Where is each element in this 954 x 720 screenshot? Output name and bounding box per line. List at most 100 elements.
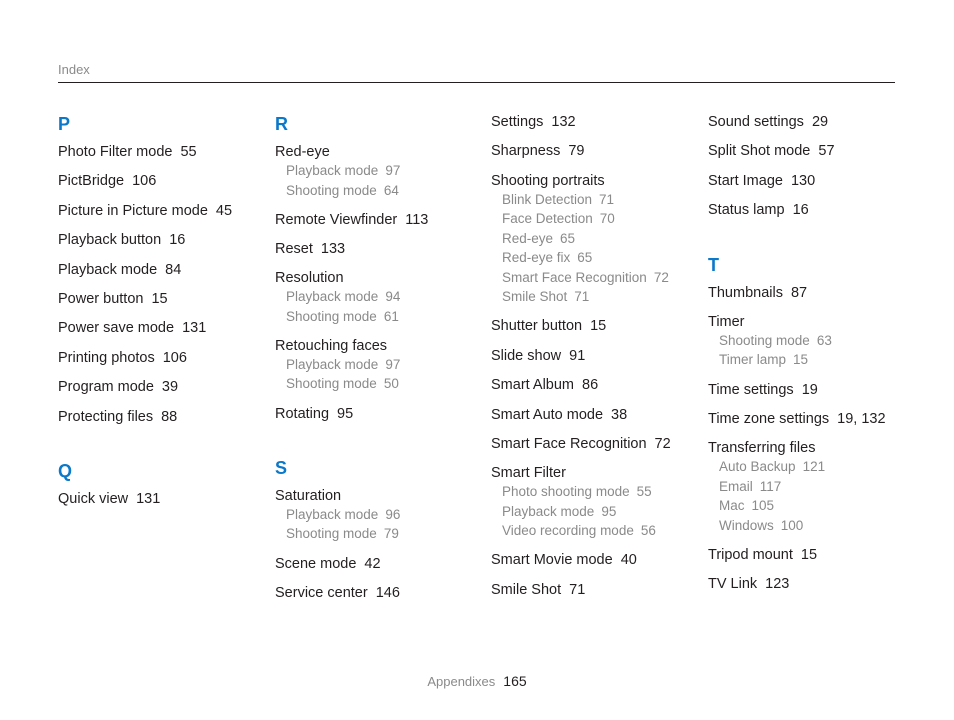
index-entry-main: Shooting portraits <box>491 172 701 190</box>
index-column-3: Settings 132 Sharpness 79 Shooting portraits… <box>491 113 701 610</box>
index-entry-main: Playback button 16 <box>58 231 268 249</box>
index-entry-main: Resolution <box>275 269 485 287</box>
index-subentry: Playback mode 97 <box>275 355 485 375</box>
index-subentry-label: Smile Shot <box>502 289 568 305</box>
index-entry-main: Slide show 91 <box>491 347 701 365</box>
index-entry: Playback button 16 <box>58 231 268 249</box>
index-entry-label: Time zone settings <box>708 410 830 427</box>
index-entry-pages: 40 <box>620 552 637 569</box>
index-entry-pages: 39 <box>161 379 179 396</box>
index-subentry: Playback mode 96 <box>275 505 485 525</box>
index-entry-main: Red-eye <box>275 143 485 161</box>
index-entry: Rotating 95 <box>275 405 485 423</box>
index-entry-label: Playback button <box>58 232 162 249</box>
index-entry-main: Smart Album 86 <box>491 376 701 394</box>
index-entry-pages: 95 <box>337 405 354 422</box>
index-entry-pages: 79 <box>568 143 585 160</box>
index-subentry-pages: 56 <box>640 523 656 539</box>
index-entry-label: Transferring files <box>708 440 816 457</box>
index-entry: TV Link 123 <box>708 575 918 593</box>
index-entry: Remote Viewfinder 113 <box>275 211 485 229</box>
index-subentry-label: Timer lamp <box>719 352 787 368</box>
index-entry-main: Sound settings 29 <box>708 113 918 131</box>
index-entry-label: Saturation <box>275 487 342 504</box>
index-subentry: Face Detection 70 <box>491 209 701 229</box>
index-entry-label: Start Image <box>708 172 783 189</box>
index-entry-main: Program mode 39 <box>58 378 268 396</box>
index-subentry: Shooting mode 64 <box>275 181 485 201</box>
index-entry: Program mode 39 <box>58 378 268 396</box>
index-subentry-label: Auto Backup <box>719 459 796 475</box>
index-entry-label: Sound settings <box>708 114 804 130</box>
index-subentry-label: Shooting mode <box>286 376 377 392</box>
index-entry-main: Saturation <box>275 487 485 505</box>
index-column-2: R Red-eye Playback mode 97 Shooting mode 64 Re… <box>275 113 485 613</box>
index-entry-label: Shooting portraits <box>491 172 605 189</box>
index-entry-label: Time settings <box>708 381 794 398</box>
index-entry-label: Remote Viewfinder <box>275 211 398 228</box>
index-subentry-label: Shooting mode <box>286 526 377 542</box>
index-entry-pages: 15 <box>800 546 818 563</box>
index-entry-pages: 106 <box>132 173 157 190</box>
index-subentry-label: Playback mode <box>286 506 379 522</box>
index-letter-heading: P <box>58 114 71 134</box>
index-entry-main: Protecting files 88 <box>58 408 268 426</box>
index-entry: Red-eye Playback mode 97 Shooting mode 64 <box>275 143 485 200</box>
index-entry-main: Smart Auto mode 38 <box>491 406 701 424</box>
index-subentry-label: Shooting mode <box>286 182 377 198</box>
index-entry-main: Smart Movie mode 40 <box>491 551 701 569</box>
index-letter-heading: Q <box>58 460 73 481</box>
index-entry-main: Sharpness 79 <box>491 142 701 160</box>
index-entry: Scene mode 42 <box>275 555 485 573</box>
index-subentry-label: Playback mode <box>286 356 379 372</box>
index-entry-main: Start Image 130 <box>708 172 918 190</box>
index-entry-main: Photo Filter mode 55 <box>58 143 268 161</box>
index-subentry: Red-eye 65 <box>491 229 701 249</box>
index-subentry: Blink Detection 71 <box>491 190 701 210</box>
index-entry: Settings 132 <box>491 113 701 131</box>
index-entry: Reset 133 <box>275 240 485 258</box>
index-entry-label: Slide show <box>491 347 562 364</box>
index-entry: Photo Filter mode 55 <box>58 143 268 161</box>
index-entry-label: Smart Auto mode <box>491 406 604 423</box>
index-entry-pages: 87 <box>790 284 808 301</box>
index-entry: Sound settings 29 <box>708 113 918 131</box>
index-entry-pages: 72 <box>654 435 671 452</box>
index-entry-main: Reset 133 <box>275 240 485 258</box>
index-entry-main: Printing photos 106 <box>58 349 268 367</box>
index-entry: Power button 15 <box>58 290 268 308</box>
index-entry-pages: 131 <box>182 320 207 337</box>
index-entry: Playback mode 84 <box>58 261 268 279</box>
index-entry-main: Playback mode 84 <box>58 261 268 279</box>
index-subentry-label: Playback mode <box>286 289 379 305</box>
index-entry-main: Smart Face Recognition 72 <box>491 435 701 453</box>
index-entry-label: Service center <box>275 584 368 601</box>
index-entry-label: Program mode <box>58 379 154 396</box>
index-entry-pages: 123 <box>765 576 790 593</box>
index-entry-label: Photo Filter mode <box>58 144 173 160</box>
index-entry-label: Scene mode <box>275 555 357 572</box>
index-column-4: Sound settings 29 Split Shot mode 57 Start I… <box>708 113 918 605</box>
index-subentry-label: Mac <box>719 498 745 514</box>
index-entry-label: Status lamp <box>708 202 785 219</box>
index-subentry: Email 117 <box>708 477 918 497</box>
index-subentry-pages: 71 <box>574 289 590 305</box>
index-entry-main: Settings 132 <box>491 113 701 131</box>
index-entry-pages: 84 <box>165 261 182 278</box>
index-subentry-pages: 72 <box>653 269 669 285</box>
index-entry: Time zone settings 19, 132 <box>708 410 918 428</box>
index-entry: Start Image 130 <box>708 172 918 190</box>
index-entry-label: Retouching faces <box>275 337 388 354</box>
index-entry: Quick view 131 <box>58 490 268 508</box>
index-entry-label: Red-eye <box>275 144 330 160</box>
index-subentry-pages: 121 <box>802 459 826 475</box>
index-entry-main: Scene mode 42 <box>275 555 485 573</box>
index-entry-label: Protecting files <box>58 408 154 425</box>
index-entry-label: Settings <box>491 114 544 130</box>
index-subentry-pages: 71 <box>599 191 615 207</box>
index-entry: Smart Filter Photo shooting mode 55 Playbac… <box>491 464 701 541</box>
page-footer: Appendixes 165 <box>0 673 954 689</box>
index-entry: Smart Movie mode 40 <box>491 551 701 569</box>
index-subentry-pages: 63 <box>816 332 832 348</box>
index-entry-pages: 15 <box>151 290 168 307</box>
